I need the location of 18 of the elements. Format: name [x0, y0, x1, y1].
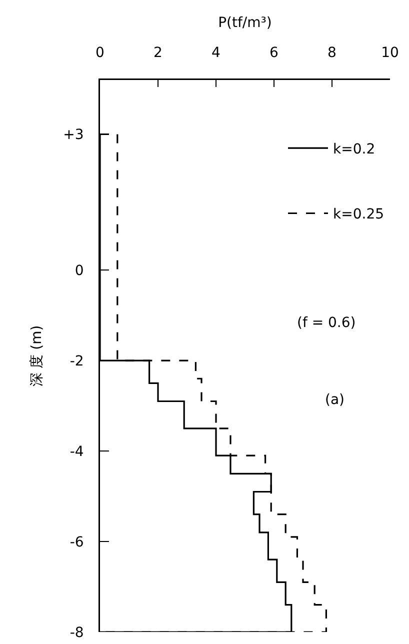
annotation: (f = 0.6)	[297, 315, 356, 331]
x-tick-label: 8	[328, 45, 336, 61]
legend-label: k=0.2	[333, 142, 376, 158]
y-tick-label: -8	[70, 624, 84, 641]
y-axis-title: 深 度 (m)	[28, 325, 45, 387]
y-tick-label: 0	[74, 262, 84, 279]
x-tick-label: 6	[270, 45, 279, 61]
y-tick-label: -6	[70, 534, 84, 550]
x-axis-title: P(tf/m³)	[218, 14, 272, 31]
x-tick-label: 10	[381, 45, 399, 61]
y-tick-label: -4	[70, 444, 84, 460]
x-tick-label: 4	[212, 45, 221, 61]
x-tick-label: 0	[96, 45, 104, 61]
legend-label: k=0.25	[333, 206, 384, 223]
x-tick-label: 2	[154, 45, 162, 61]
annotation: (a)	[325, 392, 345, 408]
y-tick-label: +3	[63, 127, 84, 144]
y-tick-label: -2	[70, 353, 84, 370]
